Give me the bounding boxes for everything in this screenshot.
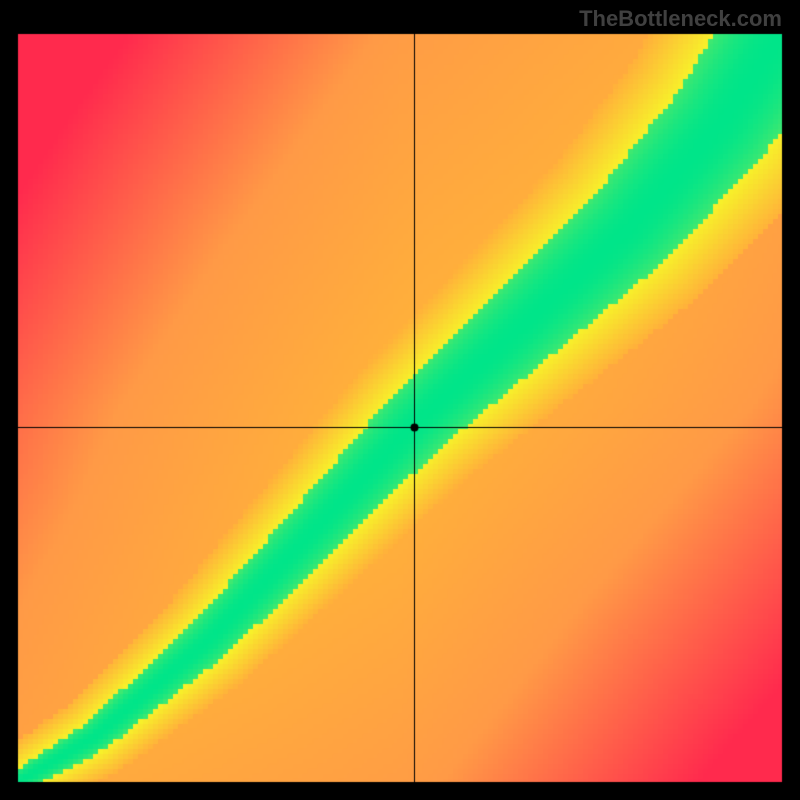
watermark-text: TheBottleneck.com: [579, 6, 782, 32]
bottleneck-heatmap: [0, 0, 800, 800]
figure-frame: { "watermark": { "text": "TheBottleneck.…: [0, 0, 800, 800]
